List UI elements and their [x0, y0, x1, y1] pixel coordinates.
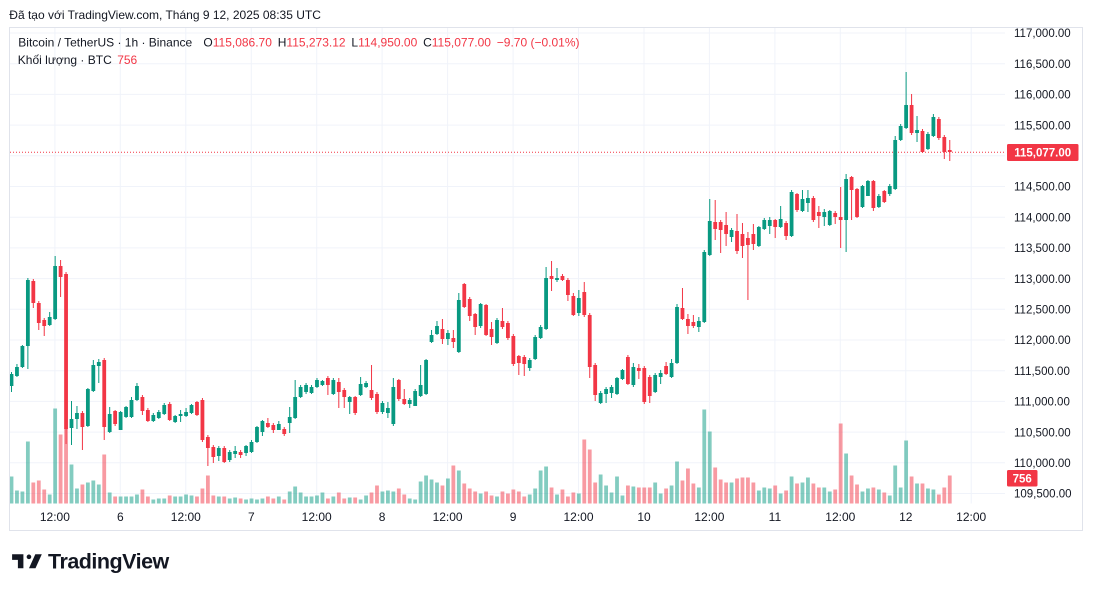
svg-text:12:00: 12:00 [433, 510, 463, 524]
svg-text:117,000.00: 117,000.00 [1014, 28, 1071, 40]
svg-text:12: 12 [899, 510, 913, 524]
svg-text:116,500.00: 116,500.00 [1014, 59, 1071, 71]
svg-text:12:00: 12:00 [956, 510, 986, 524]
svg-text:Đã tạo với TradingView.com, Th: Đã tạo với TradingView.com, Tháng 9 12, … [9, 8, 321, 22]
svg-text:11: 11 [769, 510, 782, 524]
svg-text:12:00: 12:00 [302, 510, 332, 524]
svg-text:113,500.00: 113,500.00 [1014, 243, 1071, 255]
svg-text:110,500.00: 110,500.00 [1014, 427, 1071, 439]
svg-text:115,500.00: 115,500.00 [1014, 120, 1071, 132]
svg-text:113,000.00: 113,000.00 [1014, 274, 1071, 286]
svg-text:12:00: 12:00 [171, 510, 201, 524]
svg-text:112,000.00: 112,000.00 [1014, 335, 1071, 347]
svg-text:116,000.00: 116,000.00 [1014, 90, 1071, 102]
svg-text:8: 8 [379, 510, 386, 524]
svg-text:7: 7 [248, 510, 255, 524]
svg-text:111,500.00: 111,500.00 [1014, 366, 1070, 378]
svg-text:756: 756 [1013, 473, 1032, 485]
svg-text:114,500.00: 114,500.00 [1014, 182, 1071, 194]
svg-text:Bitcoin / TetherUS · 1h · Bina: Bitcoin / TetherUS · 1h · Binance [18, 36, 192, 50]
svg-text:111,000.00: 111,000.00 [1014, 397, 1070, 409]
svg-text:10: 10 [637, 510, 651, 524]
svg-text:12:00: 12:00 [825, 510, 855, 524]
svg-text:12:00: 12:00 [40, 510, 70, 524]
svg-text:112,500.00: 112,500.00 [1014, 305, 1071, 317]
svg-text:Khối lượng · BTC: Khối lượng · BTC [18, 53, 112, 67]
svg-text:9: 9 [510, 510, 517, 524]
svg-text:110,000.00: 110,000.00 [1014, 458, 1071, 470]
svg-text:114,000.00: 114,000.00 [1014, 212, 1071, 224]
svg-text:109,500.00: 109,500.00 [1014, 489, 1072, 501]
svg-text:12:00: 12:00 [694, 510, 724, 524]
svg-text:TradingView: TradingView [48, 550, 170, 574]
svg-text:756: 756 [117, 53, 137, 67]
svg-text:O115,086.70 H115,273.12 L114,9: O115,086.70 H115,273.12 L114,950.00 C115… [203, 36, 579, 50]
svg-text:12:00: 12:00 [563, 510, 593, 524]
svg-text:6: 6 [117, 510, 124, 524]
svg-text:115,077.00: 115,077.00 [1014, 147, 1071, 159]
